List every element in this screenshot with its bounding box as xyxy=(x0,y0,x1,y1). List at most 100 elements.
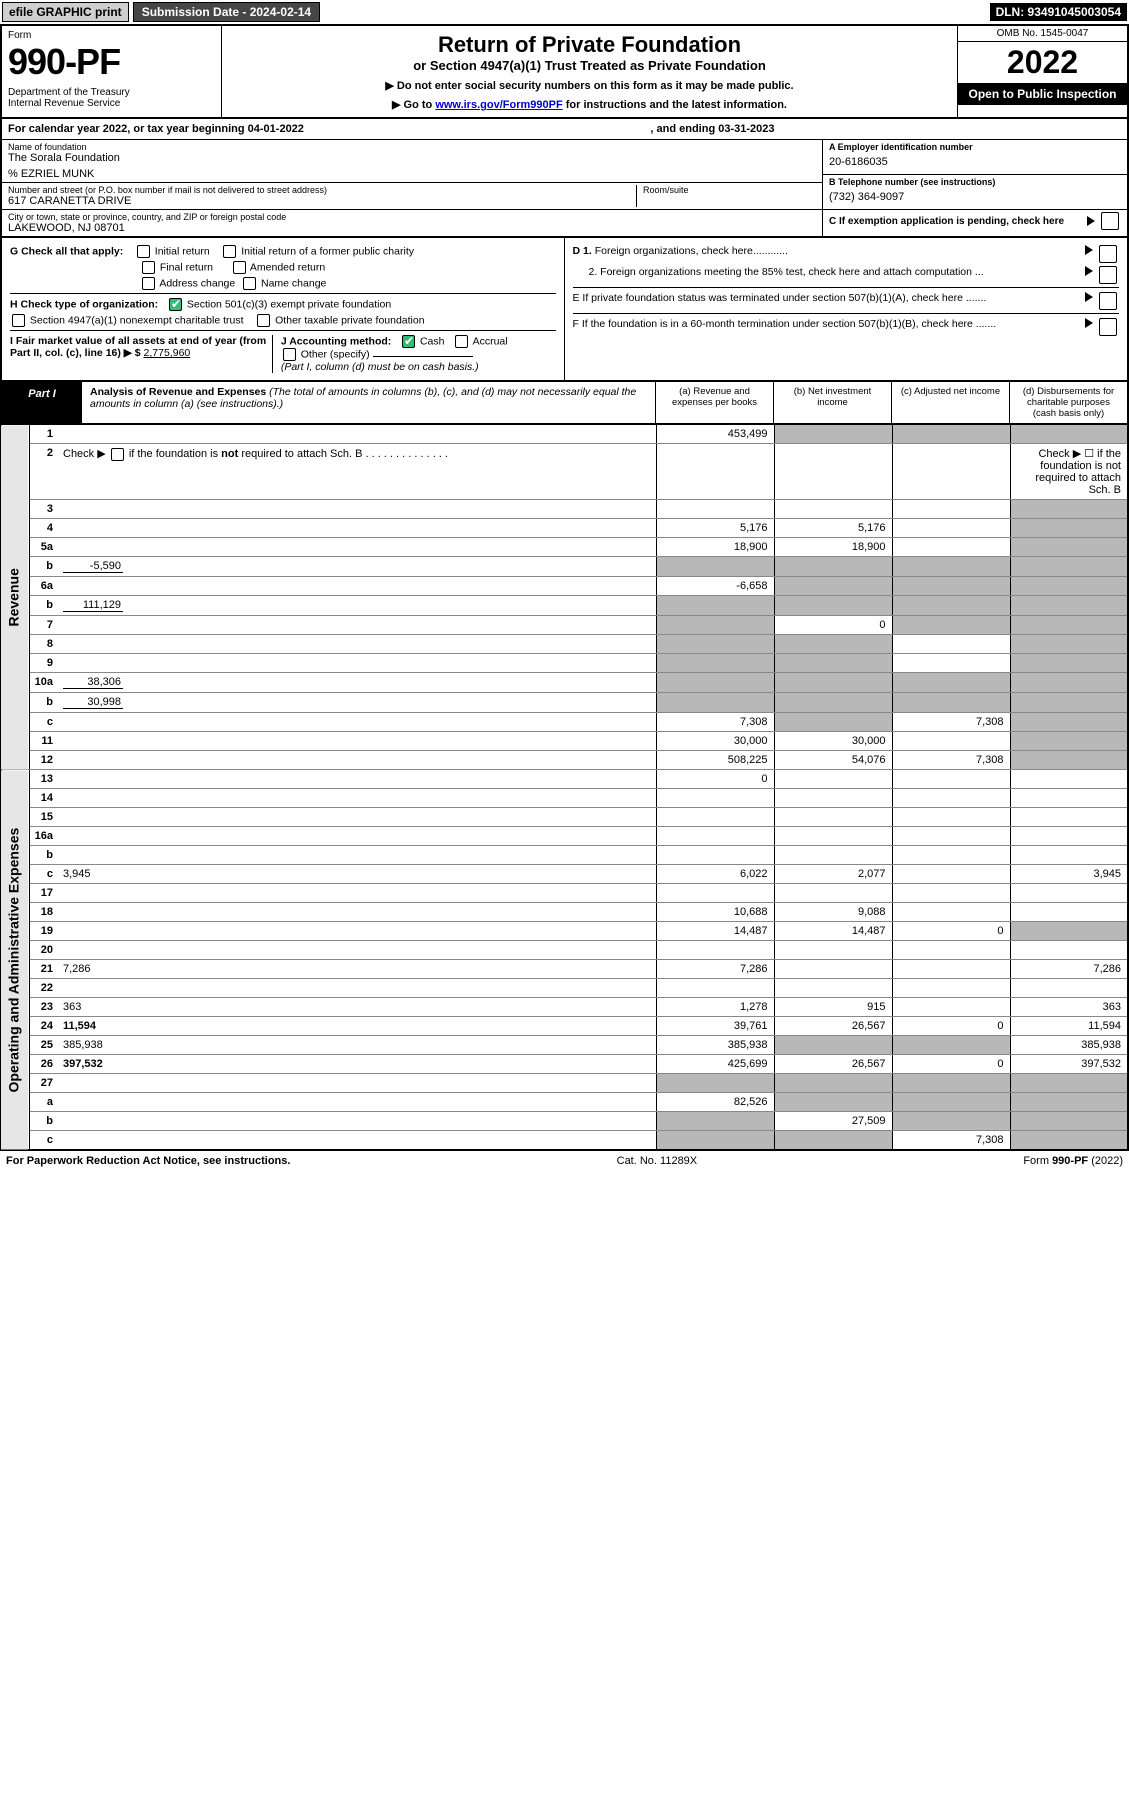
g-opt-1: Initial return of a former public charit… xyxy=(241,245,414,257)
col-c-value xyxy=(892,654,1010,673)
instructions-link[interactable]: www.irs.gov/Form990PF xyxy=(435,99,562,111)
foundation-name: The Sorala Foundation xyxy=(8,152,816,164)
line-number: b xyxy=(29,1112,59,1131)
j-other-checkbox[interactable] xyxy=(283,348,296,361)
table-row: 3 xyxy=(1,500,1128,519)
form-header: Form 990-PF Department of the Treasury I… xyxy=(0,24,1129,119)
e-checkbox[interactable] xyxy=(1099,292,1117,310)
h-opt-3: Other taxable private foundation xyxy=(275,314,424,326)
arrow-icon xyxy=(1085,292,1093,302)
g-amended-checkbox[interactable] xyxy=(233,261,246,274)
col-d-value xyxy=(1010,1074,1128,1093)
table-row: 26397,532425,69926,5670397,532 xyxy=(1,1055,1128,1074)
table-row: 27 xyxy=(1,1074,1128,1093)
col-c-value xyxy=(892,635,1010,654)
table-row: 16a xyxy=(1,827,1128,846)
name-row: Name of foundation The Sorala Foundation… xyxy=(2,140,822,183)
line-description: 7,286 xyxy=(59,960,656,979)
table-row: b -5,590 xyxy=(1,557,1128,577)
g-initial-former-checkbox[interactable] xyxy=(223,245,236,258)
col-a-value xyxy=(656,979,774,998)
col-a-value xyxy=(656,808,774,827)
col-c-value xyxy=(892,884,1010,903)
f-checkbox[interactable] xyxy=(1099,318,1117,336)
col-a-value xyxy=(656,635,774,654)
col-d-value xyxy=(1010,713,1128,732)
col-c-value xyxy=(892,732,1010,751)
col-c-value xyxy=(892,1074,1010,1093)
col-a-value: 39,761 xyxy=(656,1017,774,1036)
col-a-value: 6,022 xyxy=(656,865,774,884)
name-label: Name of foundation xyxy=(8,142,816,152)
open-public: Open to Public Inspection xyxy=(958,83,1127,105)
h-4947-checkbox[interactable] xyxy=(12,314,25,327)
col-b-value: 30,000 xyxy=(774,732,892,751)
col-b-value xyxy=(774,500,892,519)
line-description: 11,594 xyxy=(59,1017,656,1036)
line-description xyxy=(59,654,656,673)
col-d-value xyxy=(1010,884,1128,903)
part-desc: Analysis of Revenue and Expenses (The to… xyxy=(82,382,655,423)
table-row: 22 xyxy=(1,979,1128,998)
col-b-value xyxy=(774,577,892,596)
col-c-header: (c) Adjusted net income xyxy=(891,382,1009,423)
h-501c3-checkbox[interactable] xyxy=(169,298,182,311)
col-b-value xyxy=(774,770,892,789)
col-a-value: 18,900 xyxy=(656,538,774,557)
table-row: 9 xyxy=(1,654,1128,673)
col-d-value xyxy=(1010,827,1128,846)
table-row: 8 xyxy=(1,635,1128,654)
line-description xyxy=(59,616,656,635)
j-cash-checkbox[interactable] xyxy=(402,335,415,348)
col-b-value xyxy=(774,1131,892,1151)
care-of: % EZRIEL MUNK xyxy=(8,168,816,180)
col-c-value xyxy=(892,538,1010,557)
efile-button[interactable]: efile GRAPHIC print xyxy=(2,2,129,22)
street-address: 617 CARANETTA DRIVE xyxy=(8,195,636,207)
d2-text: 2. Foreign organizations meeting the 85%… xyxy=(589,266,1082,278)
line-number: 14 xyxy=(29,789,59,808)
h-label: H Check type of organization: xyxy=(10,298,158,310)
col-a-value xyxy=(656,846,774,865)
col-c-value xyxy=(892,673,1010,693)
col-d-value xyxy=(1010,538,1128,557)
phone-label: B Telephone number (see instructions) xyxy=(829,177,1121,187)
j-accrual-checkbox[interactable] xyxy=(455,335,468,348)
side-label: Revenue xyxy=(1,425,29,770)
table-row: b 111,129 xyxy=(1,596,1128,616)
col-d-value: 7,286 xyxy=(1010,960,1128,979)
g-address-checkbox[interactable] xyxy=(142,277,155,290)
g-final-checkbox[interactable] xyxy=(142,261,155,274)
col-a-value: 1,278 xyxy=(656,998,774,1017)
col-d-value xyxy=(1010,1112,1128,1131)
g-opt-2: Final return xyxy=(160,261,213,273)
part-tag: Part I xyxy=(2,382,82,423)
col-b-value xyxy=(774,425,892,444)
line-number: 20 xyxy=(29,941,59,960)
col-b-value xyxy=(774,846,892,865)
col-b-value xyxy=(774,941,892,960)
g-name-checkbox[interactable] xyxy=(243,277,256,290)
col-a-value xyxy=(656,941,774,960)
note2-post: for instructions and the latest informat… xyxy=(563,99,787,111)
g-initial-checkbox[interactable] xyxy=(137,245,150,258)
col-d-value xyxy=(1010,979,1128,998)
line-number: c xyxy=(29,1131,59,1151)
col-b-value xyxy=(774,884,892,903)
j-other: Other (specify) xyxy=(301,348,370,360)
j-cash: Cash xyxy=(420,335,445,347)
col-b-value: 27,509 xyxy=(774,1112,892,1131)
line-number: 16a xyxy=(29,827,59,846)
cal-begin: For calendar year 2022, or tax year begi… xyxy=(8,123,304,135)
d1-checkbox[interactable] xyxy=(1099,245,1117,263)
form-subtitle: or Section 4947(a)(1) Trust Treated as P… xyxy=(232,58,947,73)
c-checkbox[interactable] xyxy=(1101,212,1119,230)
col-c-value xyxy=(892,789,1010,808)
d2-checkbox[interactable] xyxy=(1099,266,1117,284)
col-c-value xyxy=(892,425,1010,444)
line-number: 26 xyxy=(29,1055,59,1074)
line-number: b xyxy=(29,557,59,577)
line-description xyxy=(59,1131,656,1151)
col-c-value xyxy=(892,827,1010,846)
h-other-checkbox[interactable] xyxy=(257,314,270,327)
